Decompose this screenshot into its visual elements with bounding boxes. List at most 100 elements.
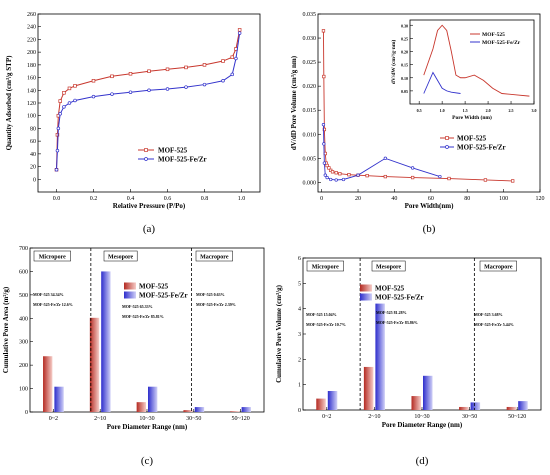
region-label: Macropore xyxy=(200,255,229,261)
y-tick-label: 0.30 xyxy=(401,23,408,28)
y-tick-label: 0.020 xyxy=(303,84,317,90)
y-tick-label: 300 xyxy=(19,340,28,346)
inset-series-line-mof525 xyxy=(423,24,530,97)
series-point-mof525-fezr xyxy=(56,126,61,131)
x-tick-label: 100 xyxy=(499,196,508,202)
series-point-mof525-fezr xyxy=(410,166,415,170)
y-tick-label: 2 xyxy=(298,357,301,363)
legend-entry: MOF-525 xyxy=(158,147,188,155)
series-point-mof525-fezr xyxy=(165,87,170,91)
y-tick-label: 20 xyxy=(30,165,36,171)
series-point-mof525-fezr xyxy=(73,98,77,103)
x-tick-label: 0.0 xyxy=(53,196,61,202)
series-point-mof525-fezr xyxy=(110,92,114,96)
x-tick-label: 60 xyxy=(428,196,434,202)
x-tick-label: 2.0 xyxy=(486,108,491,113)
y-tick-label: 0.05 xyxy=(401,89,408,94)
region-percentage: MOF-525 0.63% xyxy=(196,292,225,297)
x-tick-label: 30~50 xyxy=(462,414,477,420)
region-label: Macropore xyxy=(484,265,513,271)
x-axis-label: Relative Pressure (P/Po) xyxy=(113,202,186,210)
series-point-mof525-fezr xyxy=(147,88,151,93)
bar-mof525 xyxy=(89,317,100,412)
series-point-mof525-fezr xyxy=(322,161,327,165)
series-point-mof525 xyxy=(110,74,114,79)
inset-legend-entry: MOF-525 xyxy=(482,32,505,38)
x-tick-label: 20 xyxy=(355,196,361,202)
series-point-mof525-fezr xyxy=(329,177,333,182)
bar-mof525-fezr xyxy=(423,375,433,410)
y-tick-label: 0.20 xyxy=(401,50,408,55)
x-tick-label: 0.8 xyxy=(201,196,209,202)
series-point-mof525 xyxy=(128,72,133,76)
series-point-mof525 xyxy=(327,166,331,170)
region-percentage: MOF-525-Fe/Zr 5.44% xyxy=(474,322,514,327)
y-axis-label: Cumulative Pore Area (m²/g) xyxy=(2,286,10,373)
x-tick-label: 2~10 xyxy=(368,414,380,420)
series-point-mof525 xyxy=(202,63,207,67)
series-point-mof525 xyxy=(237,28,242,32)
x-tick-label: 1.0 xyxy=(238,196,246,202)
bar-mof525 xyxy=(506,406,517,410)
panel-label: (c) xyxy=(141,455,154,467)
y-tick-label: 500 xyxy=(19,293,28,299)
y-tick-label: 0.10 xyxy=(401,76,408,81)
series-point-mof525 xyxy=(338,172,342,176)
series-point-mof525-fezr xyxy=(230,72,235,77)
series-point-mof525-fezr xyxy=(55,148,60,153)
y-tick-label: 40 xyxy=(30,152,36,158)
plot-frame xyxy=(37,13,261,193)
series-line-mof525 xyxy=(56,29,241,170)
y-tick-label: 120 xyxy=(27,101,36,107)
bar-mof525-fezr xyxy=(194,407,205,412)
y-tick-label: 0.000 xyxy=(303,180,317,186)
region-label-box xyxy=(306,260,344,272)
x-tick-label: 10~30 xyxy=(139,416,154,422)
x-tick-label: 30~50 xyxy=(186,416,201,422)
series-point-mof525 xyxy=(365,173,369,178)
bar-mof525 xyxy=(230,411,240,412)
series-point-mof525 xyxy=(165,67,170,72)
chart-panel-d: 0 1 2 3 4 5 6 0~2 2~10 10~30 30~50 50~120 Micropore M… xyxy=(275,256,542,467)
x-tick-label: 2~10 xyxy=(94,416,106,422)
y-tick-label: 6 xyxy=(298,256,301,262)
y-tick-label: 400 xyxy=(19,316,28,322)
series-point-mof525-fezr xyxy=(128,90,133,94)
series-point-mof525-fezr xyxy=(184,85,188,89)
plot-frame xyxy=(409,19,535,105)
legend-entry: MOF-525-Fe/Zr xyxy=(457,144,506,152)
y-tick-label: 700 xyxy=(19,246,28,252)
bar-mof525 xyxy=(316,398,326,410)
legend-entry: MOF-525 xyxy=(375,285,405,293)
series-point-mof525 xyxy=(325,163,329,168)
bar-mof525-fezr xyxy=(375,303,385,410)
y-tick-label: 0 xyxy=(298,408,301,414)
series-point-mof525 xyxy=(73,84,77,88)
region-percentage: MOF-525 65.33% xyxy=(122,304,153,309)
inset-x-axis-label: Pore Width (nm) xyxy=(452,114,492,121)
legend-swatch xyxy=(360,284,372,292)
x-tick-label: 0~2 xyxy=(49,416,58,422)
y-tick-label: 0 xyxy=(33,177,36,183)
y-tick-label: 0.15 xyxy=(401,63,408,68)
plot-frame xyxy=(29,247,265,413)
x-tick-label: 1.0 xyxy=(440,108,445,113)
panel-label: (b) xyxy=(423,223,436,235)
region-label: Micropore xyxy=(312,265,339,271)
plot-frame xyxy=(317,13,541,193)
bar-mof525 xyxy=(43,356,53,412)
series-point-mof525 xyxy=(184,65,188,70)
x-tick-label: 2.5 xyxy=(509,108,514,113)
region-percentage: MOF-525 34.34% xyxy=(33,292,64,297)
series-point-mof525-fezr xyxy=(62,105,66,109)
y-tick-label: 600 xyxy=(19,269,28,275)
series-point-mof525-fezr xyxy=(54,168,59,172)
y-tick-label: 100 xyxy=(19,387,28,393)
legend-marker xyxy=(144,148,148,152)
y-tick-label: 240 xyxy=(27,25,36,31)
legend-entry: MOF-525-Fe/Zr xyxy=(158,156,207,164)
legend-swatch xyxy=(124,291,136,299)
series-point-mof525 xyxy=(321,29,326,33)
y-tick-label: 160 xyxy=(27,76,36,82)
region-label: Mesopore xyxy=(108,255,134,261)
